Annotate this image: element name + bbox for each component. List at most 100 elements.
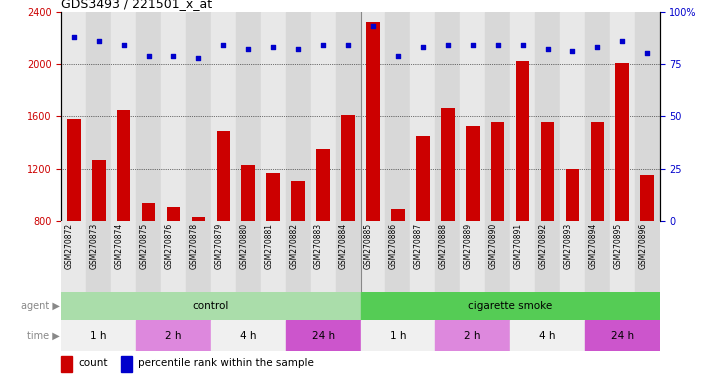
Bar [466, 126, 479, 221]
Bar [585, 320, 660, 351]
Bar [560, 12, 585, 221]
Bar [61, 221, 87, 292]
Point [193, 55, 204, 61]
Bar [585, 12, 610, 221]
Bar [565, 169, 579, 221]
Text: GSM270885: GSM270885 [364, 223, 373, 269]
Bar [391, 209, 404, 221]
Bar [286, 12, 311, 221]
Text: GSM270893: GSM270893 [563, 223, 572, 269]
Bar [640, 175, 654, 221]
Bar [441, 109, 455, 221]
Bar [111, 221, 136, 292]
Point [592, 44, 603, 50]
Point [541, 46, 553, 52]
Bar [386, 221, 410, 292]
Bar [167, 207, 180, 221]
Text: control: control [193, 301, 229, 311]
Bar [87, 221, 111, 292]
Point [242, 46, 254, 52]
Text: agent ▶: agent ▶ [21, 301, 60, 311]
Bar [142, 203, 156, 221]
Text: time ▶: time ▶ [27, 331, 60, 341]
Point [93, 38, 105, 44]
Bar [435, 320, 510, 351]
Bar [634, 12, 660, 221]
Bar [261, 12, 286, 221]
Text: GSM270887: GSM270887 [414, 223, 423, 269]
Text: GSM270879: GSM270879 [214, 223, 224, 269]
Bar [616, 63, 629, 221]
Bar [236, 221, 261, 292]
Point [517, 42, 528, 48]
Text: GDS3493 / 221501_x_at: GDS3493 / 221501_x_at [61, 0, 213, 10]
Bar [286, 320, 360, 351]
Bar [242, 165, 255, 221]
Point [118, 42, 129, 48]
Bar [192, 217, 205, 221]
Text: 24 h: 24 h [611, 331, 634, 341]
Text: 4 h: 4 h [240, 331, 257, 341]
Bar [541, 122, 554, 221]
Bar [161, 12, 186, 221]
Bar [341, 115, 355, 221]
Text: GSM270886: GSM270886 [389, 223, 398, 269]
Bar [366, 22, 380, 221]
Bar [211, 320, 286, 351]
Bar [460, 12, 485, 221]
Text: 4 h: 4 h [539, 331, 556, 341]
Bar [136, 320, 211, 351]
Bar [317, 149, 330, 221]
Text: 2 h: 2 h [464, 331, 481, 341]
Text: GSM270882: GSM270882 [289, 223, 298, 268]
Text: GSM270890: GSM270890 [489, 223, 497, 269]
Point [392, 53, 404, 59]
Bar [161, 221, 186, 292]
Text: GSM270873: GSM270873 [89, 223, 99, 269]
Bar [585, 221, 610, 292]
Text: GSM270894: GSM270894 [588, 223, 598, 269]
Point [567, 48, 578, 55]
Bar [236, 12, 261, 221]
Point [642, 50, 653, 56]
Point [417, 44, 428, 50]
Bar [460, 221, 485, 292]
Point [342, 42, 354, 48]
Bar [266, 173, 280, 221]
Text: count: count [78, 358, 107, 369]
Text: GSM270878: GSM270878 [190, 223, 198, 269]
Bar [485, 12, 510, 221]
Point [616, 38, 628, 44]
Text: 1 h: 1 h [389, 331, 406, 341]
Point [467, 42, 479, 48]
Bar [67, 119, 81, 221]
Point [68, 34, 79, 40]
Text: GSM270883: GSM270883 [314, 223, 323, 269]
Bar [610, 12, 634, 221]
Point [293, 46, 304, 52]
Bar [92, 160, 105, 221]
Bar [87, 12, 111, 221]
Bar [311, 221, 335, 292]
Bar [261, 221, 286, 292]
Bar [117, 110, 131, 221]
Bar [360, 12, 386, 221]
Text: GSM270884: GSM270884 [339, 223, 348, 269]
Point [442, 42, 454, 48]
Bar [211, 12, 236, 221]
Bar [535, 221, 560, 292]
Bar [485, 221, 510, 292]
Bar [311, 12, 335, 221]
Bar [335, 12, 360, 221]
Bar [516, 61, 529, 221]
Bar [510, 221, 535, 292]
Bar [510, 12, 535, 221]
Point [267, 44, 279, 50]
Bar [360, 292, 660, 320]
Bar [61, 320, 136, 351]
Text: 1 h: 1 h [90, 331, 107, 341]
Bar [186, 221, 211, 292]
Text: GSM270888: GSM270888 [439, 223, 448, 268]
Bar [491, 122, 505, 221]
Text: 24 h: 24 h [311, 331, 335, 341]
